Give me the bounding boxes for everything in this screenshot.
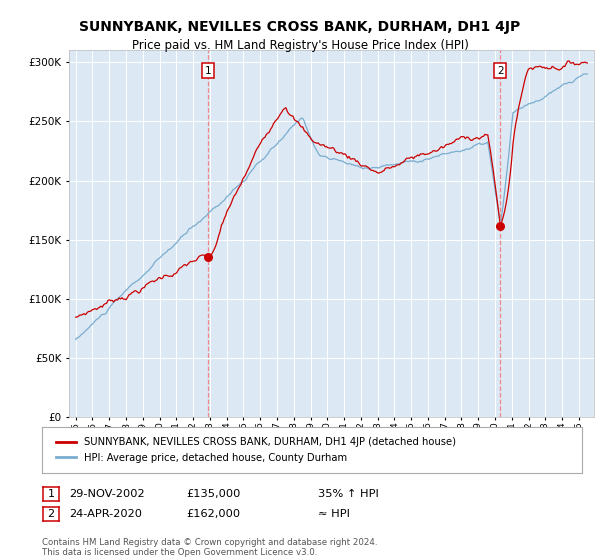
Text: SUNNYBANK, NEVILLES CROSS BANK, DURHAM, DH1 4JP: SUNNYBANK, NEVILLES CROSS BANK, DURHAM, …: [79, 20, 521, 34]
Text: 2: 2: [47, 509, 55, 519]
Text: 35% ↑ HPI: 35% ↑ HPI: [318, 489, 379, 499]
Text: Price paid vs. HM Land Registry's House Price Index (HPI): Price paid vs. HM Land Registry's House …: [131, 39, 469, 52]
Text: 24-APR-2020: 24-APR-2020: [69, 509, 142, 519]
Text: £162,000: £162,000: [186, 509, 240, 519]
Text: 29-NOV-2002: 29-NOV-2002: [69, 489, 145, 499]
Text: ≈ HPI: ≈ HPI: [318, 509, 350, 519]
Text: 1: 1: [47, 489, 55, 499]
Legend: SUNNYBANK, NEVILLES CROSS BANK, DURHAM, DH1 4JP (detached house), HPI: Average p: SUNNYBANK, NEVILLES CROSS BANK, DURHAM, …: [52, 433, 460, 467]
Text: 1: 1: [205, 66, 212, 76]
Text: 2: 2: [497, 66, 503, 76]
Text: £135,000: £135,000: [186, 489, 241, 499]
Text: Contains HM Land Registry data © Crown copyright and database right 2024.
This d: Contains HM Land Registry data © Crown c…: [42, 538, 377, 557]
